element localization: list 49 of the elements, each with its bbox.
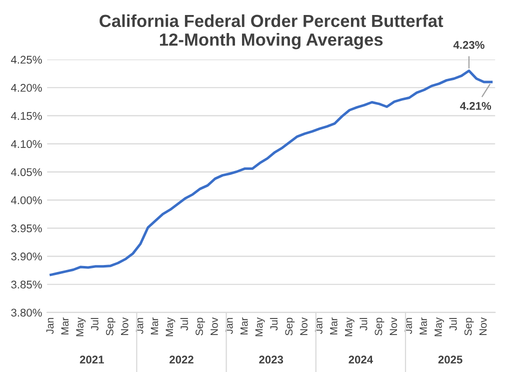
text: 2021 xyxy=(80,356,104,364)
y-tick-label: 4.00% xyxy=(10,196,42,204)
data-label: 4.23% xyxy=(453,41,484,49)
y-tick-label: 3.80% xyxy=(11,308,42,317)
x-tick-label: Nov xyxy=(479,317,487,336)
y-tick-label: 4.10% xyxy=(10,140,42,148)
x-tick-label: Jan xyxy=(136,318,144,334)
y-tick-label: 3.90% xyxy=(11,252,42,260)
y-tick-label: 4.25% xyxy=(10,56,42,64)
x-tick-label: Sep xyxy=(196,318,206,336)
x-tick-label: Mar xyxy=(420,318,427,334)
data-label: 4.21% xyxy=(460,102,492,110)
x-tick-label: Mar xyxy=(150,318,158,334)
x-tick-label: Jul xyxy=(449,318,457,330)
x-tick-label: Nov xyxy=(300,317,308,336)
text: 2023 xyxy=(259,356,284,364)
x-tick-label: May xyxy=(76,317,86,336)
y-tick-label: 3.95% xyxy=(11,224,42,232)
text: 2025 xyxy=(438,356,462,364)
x-tick-label: Jul xyxy=(180,318,188,330)
x-tick-label: Mar xyxy=(330,318,338,334)
text: 2024 xyxy=(348,356,374,364)
x-tick-label: Sep xyxy=(374,318,384,336)
x-tick-label: May xyxy=(255,317,265,336)
x-tick-label: Jan xyxy=(46,318,54,334)
x-tick-label: Nov xyxy=(390,317,398,336)
x-tick-label: Mar xyxy=(240,318,248,334)
text: 2022 xyxy=(170,356,194,364)
y-tick-label: 3.85% xyxy=(11,280,42,289)
x-tick-label: Sep xyxy=(106,318,116,336)
x-tick-label: Jul xyxy=(360,318,368,330)
y-tick-label: 4.20% xyxy=(10,84,42,92)
chart-title: California Federal Order Percent Butterfat 12-Month Moving Averages xyxy=(100,14,444,50)
x-tick-label: Jan xyxy=(404,318,412,334)
y-tick-label: 4.15% xyxy=(10,112,42,120)
x-tick-label: Nov xyxy=(121,317,128,336)
x-tick-label: Jan xyxy=(226,318,233,334)
x-tick-label: May xyxy=(166,317,176,336)
x-tick-label: Jul xyxy=(270,318,278,330)
x-tick-label: May xyxy=(434,317,444,336)
x-tick-label: Sep xyxy=(464,318,474,336)
x-tick-label: Jul xyxy=(90,318,98,330)
y-tick-label: 4.05% xyxy=(10,168,42,176)
x-tick-label: Jan xyxy=(315,318,322,334)
x-tick-label: May xyxy=(345,317,354,336)
x-tick-label: Nov xyxy=(210,317,218,336)
x-tick-label: Mar xyxy=(61,318,69,334)
x-tick-label: Sep xyxy=(285,318,295,336)
line-series xyxy=(50,70,493,276)
